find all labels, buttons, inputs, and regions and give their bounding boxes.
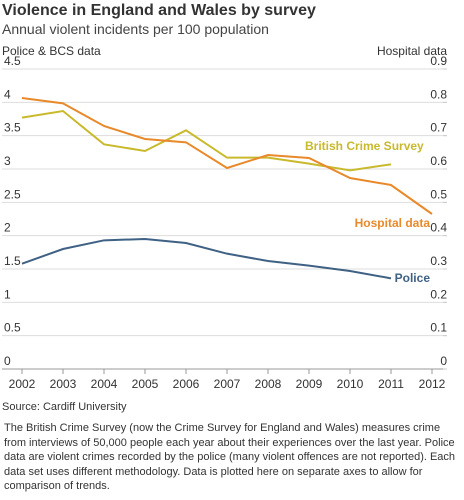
x-tick-label: 2010: [337, 377, 364, 391]
y-tick-label: 0: [4, 354, 11, 368]
chart-title: Violence in England and Wales by survey: [2, 2, 316, 19]
chart-subtitle: Annual violent incidents per 100 populat…: [2, 21, 269, 37]
source: Source: Cardiff University: [2, 401, 127, 413]
y2-tick-label: 0.2: [430, 287, 447, 301]
y-tick-label: 2: [4, 221, 11, 235]
x-tick-label: 2004: [91, 377, 118, 391]
x-tick-label: 2007: [214, 377, 241, 391]
y2-tick-label: 0.8: [430, 87, 447, 101]
series-label: Hospital data: [355, 216, 431, 230]
chart: Violence in England and Wales by survey …: [2, 2, 447, 413]
series-label: Police: [395, 271, 431, 285]
y2-tick-label: 0.3: [430, 254, 447, 268]
x-tick-label: 2003: [50, 377, 77, 391]
x-tick-label: 2012: [419, 377, 446, 391]
x-tick-label: 2002: [9, 377, 36, 391]
y-tick-label: 1: [4, 287, 11, 301]
series-line: [21, 237, 392, 280]
y-axis-label: Police & BCS data: [2, 44, 101, 58]
y2-axis-label: Hospital data: [377, 44, 447, 58]
x-tick-label: 2006: [173, 377, 200, 391]
y2-tick-label: 0.5: [430, 187, 447, 201]
series-label: British Crime Survey: [305, 139, 424, 153]
x-tick-label: 2008: [255, 377, 282, 391]
y-tick-label: 4.5: [4, 54, 21, 68]
y2-tick-label: 0.1: [430, 321, 447, 335]
x-tick-label: 2009: [296, 377, 323, 391]
y-tick-label: 3.5: [4, 121, 21, 135]
y2-tick-label: 0.4: [430, 221, 447, 235]
x-tick-label: 2005: [132, 377, 159, 391]
y2-tick-label: 0.6: [430, 154, 447, 168]
y-tick-label: 4: [4, 87, 11, 101]
y2-tick-label: 0.7: [430, 121, 447, 135]
y-tick-label: 0.5: [4, 321, 21, 335]
series-line: [21, 97, 433, 215]
y2-tick-label: 0.9: [430, 54, 447, 68]
y-tick-label: 2.5: [4, 187, 21, 201]
x-tick-label: 2011: [378, 377, 404, 391]
y-tick-label: 3: [4, 154, 11, 168]
y2-tick-label: 0: [440, 354, 447, 368]
footnote: The British Crime Survey (now the Crime …: [4, 422, 456, 492]
y-tick-label: 1.5: [4, 254, 21, 268]
